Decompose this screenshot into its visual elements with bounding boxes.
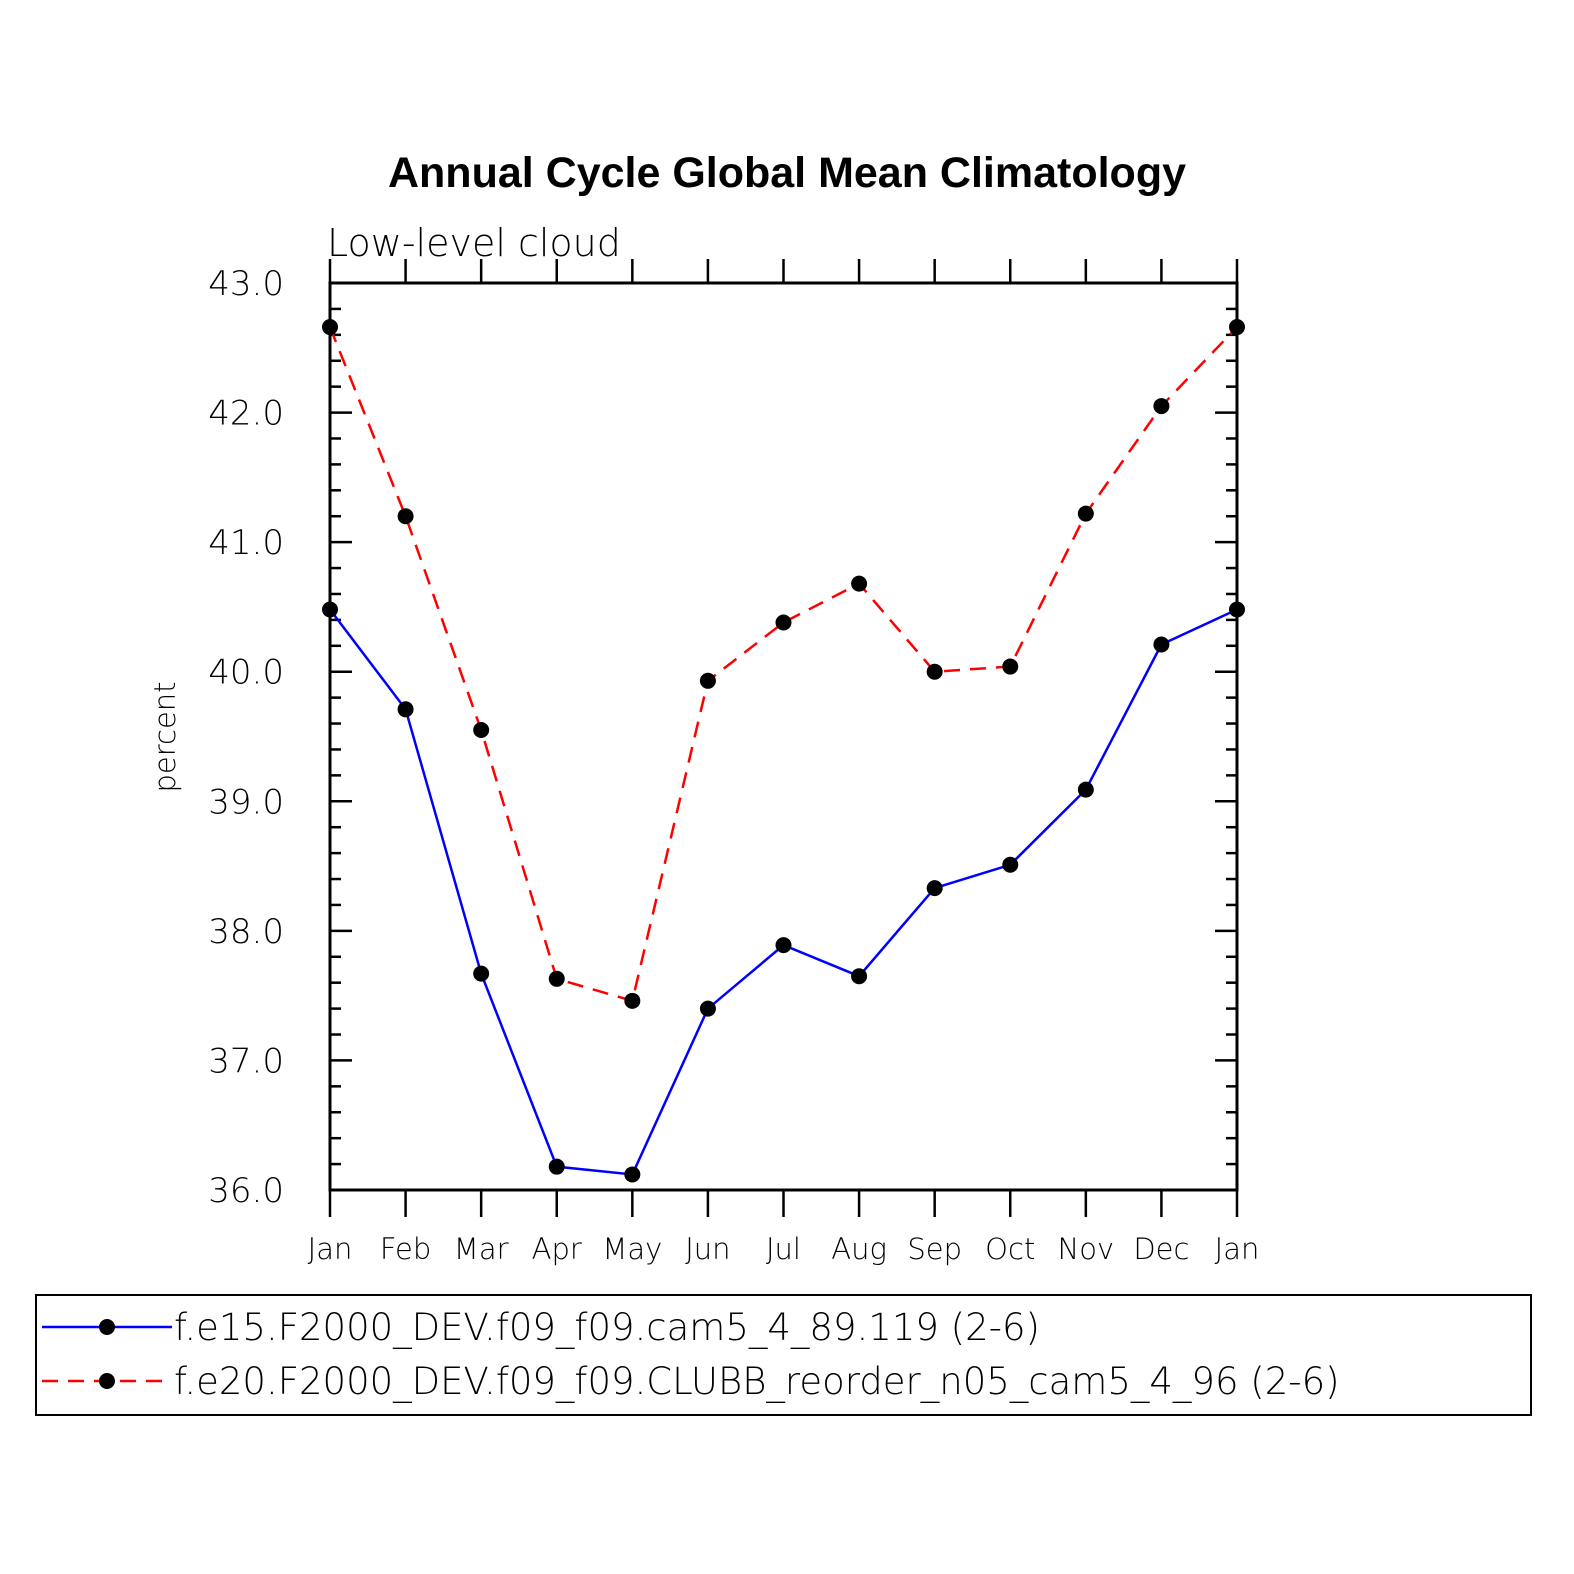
legend-label-1: f.e15.F2000_DEV.f09_f09.cam5_4_89.119 (2… bbox=[174, 1306, 1040, 1350]
legend: f.e15.F2000_DEV.f09_f09.cam5_4_89.119 (2… bbox=[35, 1294, 1532, 1416]
y-tick-label: 37.0 bbox=[208, 1041, 284, 1081]
series-1-point bbox=[699, 1000, 716, 1017]
y-tick-labels: 36.0 37.0 38.0 39.0 40.0 41.0 42.0 43.0 bbox=[208, 264, 284, 1211]
x-tick-label: Jan bbox=[308, 1232, 353, 1266]
series-1-point bbox=[624, 1166, 641, 1183]
chart-subtitle: Low-level cloud bbox=[327, 221, 621, 265]
x-tick-label: Apr bbox=[532, 1232, 582, 1266]
x-tick-label: Feb bbox=[380, 1232, 431, 1266]
series-2-point bbox=[473, 722, 490, 739]
y-tick-label: 43.0 bbox=[208, 264, 284, 304]
x-tick-label: May bbox=[602, 1232, 662, 1266]
legend-label-2: f.e20.F2000_DEV.f09_f09.CLUBB_reorder_n0… bbox=[174, 1360, 1340, 1404]
x-tick-label: Nov bbox=[1058, 1232, 1115, 1266]
series-1-point bbox=[775, 937, 792, 954]
x-tick-label: Jan bbox=[1215, 1232, 1260, 1266]
series-2-point bbox=[548, 970, 565, 987]
y-tick-label: 36.0 bbox=[208, 1171, 284, 1211]
series-2-point bbox=[1153, 398, 1170, 415]
series-2-point bbox=[775, 614, 792, 631]
series-2-point bbox=[1002, 658, 1019, 675]
series-line-1 bbox=[329, 608, 1238, 1176]
legend-box bbox=[35, 1294, 1532, 1416]
y-axis-label: percent bbox=[148, 681, 182, 792]
plot-frame bbox=[328, 281, 1239, 1192]
x-tick-labels: Jan Feb Mar Apr May Jun Jul Aug Sep Oct Nov Dec Jan bbox=[308, 1232, 1260, 1266]
series-2-point bbox=[397, 508, 414, 525]
y-tick-label: 41.0 bbox=[208, 523, 284, 563]
x-tick-label: Jun bbox=[685, 1232, 730, 1266]
chart-title: Annual Cycle Global Mean Climatology bbox=[388, 149, 1186, 197]
y-tick-label: 42.0 bbox=[208, 394, 284, 434]
series-2-point bbox=[624, 992, 641, 1009]
series-2-point bbox=[1077, 505, 1094, 522]
series-1-point bbox=[926, 880, 943, 897]
y-tick-label: 38.0 bbox=[208, 912, 284, 952]
x-tick-label: Aug bbox=[831, 1232, 887, 1266]
x-tick-label: Sep bbox=[907, 1232, 962, 1266]
series-1-point bbox=[397, 701, 414, 718]
series-1-point bbox=[1153, 636, 1170, 653]
series-1-point bbox=[548, 1158, 565, 1175]
series-1-point bbox=[1002, 856, 1019, 873]
x-tick-label: Mar bbox=[454, 1232, 509, 1266]
x-tick-label: Dec bbox=[1133, 1232, 1189, 1266]
series-2-point bbox=[926, 663, 943, 680]
legend-marker-1 bbox=[99, 1319, 115, 1335]
axes-ticks bbox=[328, 259, 1239, 1217]
y-tick-label: 39.0 bbox=[208, 782, 284, 822]
series-2-point bbox=[851, 575, 868, 592]
y-tick-label: 40.0 bbox=[208, 653, 284, 693]
series-layer bbox=[322, 319, 1245, 1183]
x-tick-label: Oct bbox=[985, 1232, 1035, 1266]
series-1-point bbox=[1077, 781, 1094, 798]
series-2-point bbox=[699, 672, 716, 689]
legend-marker-2 bbox=[99, 1373, 115, 1389]
series-1-point bbox=[851, 968, 868, 985]
x-tick-label: Jul bbox=[766, 1232, 801, 1266]
series-1-point bbox=[473, 965, 490, 982]
series-line-2 bbox=[328, 326, 1238, 1003]
